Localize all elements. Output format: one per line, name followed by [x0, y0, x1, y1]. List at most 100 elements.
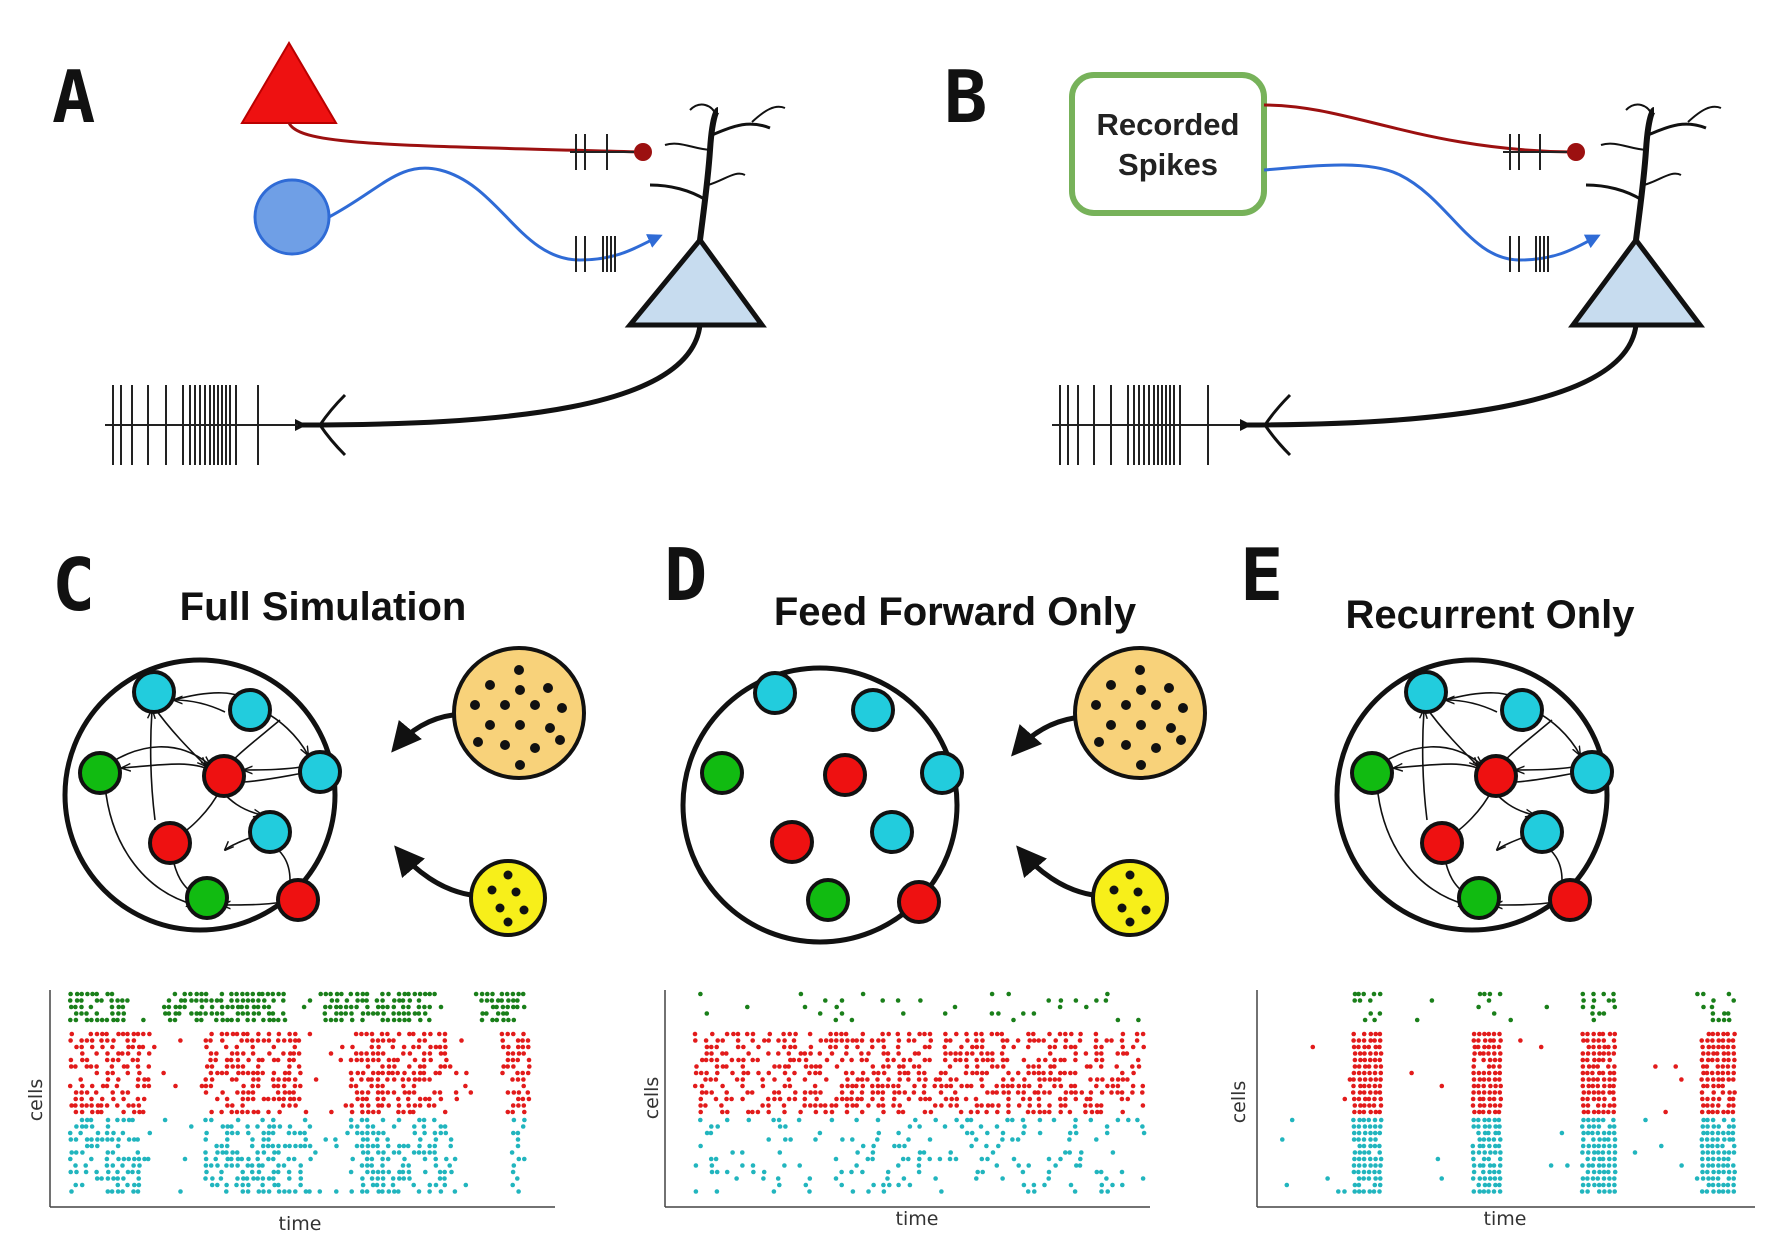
raster-dot: [292, 1083, 298, 1089]
raster-dot: [375, 1011, 381, 1016]
raster-dot: [78, 1130, 83, 1136]
raster-dot: [989, 1011, 995, 1016]
raster-dot: [839, 1031, 844, 1037]
raster-dot: [1591, 1109, 1597, 1115]
raster-dot: [1358, 1103, 1363, 1108]
raster-dot: [1006, 1103, 1011, 1108]
raster-dot: [1606, 1130, 1612, 1136]
raster-dot: [365, 1163, 370, 1168]
raster-dot: [724, 1096, 729, 1102]
raster-dot: [1366, 1150, 1372, 1155]
raster-dot: [280, 1103, 286, 1108]
raster-dot: [375, 1169, 381, 1175]
raster-dot: [350, 1156, 356, 1162]
raster-dot: [1612, 1031, 1618, 1037]
raster-dot: [271, 1169, 277, 1175]
raster-dot: [871, 1070, 877, 1076]
raster-dot: [266, 1031, 272, 1037]
raster-dot: [975, 1064, 980, 1069]
raster-dot: [447, 1163, 453, 1168]
raster-dot: [1548, 1163, 1554, 1168]
raster-dot: [417, 1117, 422, 1123]
raster-dot: [225, 1017, 230, 1023]
raster-dot: [437, 1169, 443, 1175]
raster-dot: [750, 1109, 755, 1115]
raster-dot: [396, 1011, 402, 1016]
raster-dot: [418, 1017, 423, 1023]
raster-dot: [1706, 1182, 1712, 1188]
raster-dot: [1356, 1182, 1362, 1188]
raster-dot: [750, 1163, 756, 1168]
raster-dot: [369, 1031, 375, 1037]
raster-dot: [964, 1064, 970, 1069]
raster-dot: [938, 1070, 944, 1076]
raster-dot: [1492, 1077, 1498, 1082]
raster-dot: [958, 1109, 964, 1115]
raster-dot: [511, 1130, 516, 1136]
raster-dot: [1373, 1044, 1378, 1050]
raster-dot: [699, 1090, 705, 1095]
raster-dot: [1048, 1064, 1053, 1069]
raster-dot: [360, 1109, 365, 1115]
raster-dot: [1481, 1189, 1487, 1194]
postsynaptic-soma-b: [1568, 235, 1706, 328]
raster-dot: [225, 1124, 230, 1129]
raster-dot: [1021, 1090, 1026, 1095]
raster-dot: [954, 1103, 959, 1108]
raster-dot: [854, 1103, 859, 1108]
raster-dot: [1705, 1130, 1710, 1136]
raster-dot: [1062, 1057, 1067, 1063]
raster-dot: [209, 1031, 214, 1037]
raster-dot: [1058, 998, 1064, 1003]
raster-dot: [214, 1051, 219, 1056]
raster-dot: [271, 1017, 277, 1023]
raster-dot: [380, 1004, 386, 1010]
recorded-spikes-box: [1069, 72, 1267, 216]
raster-dot: [219, 1011, 225, 1016]
raster-dot: [1366, 1117, 1372, 1123]
raster-dot: [401, 1109, 406, 1115]
raster-dot: [1496, 1109, 1502, 1115]
raster-dot: [265, 1096, 271, 1102]
raster-dot: [906, 1038, 912, 1043]
raster-dot: [953, 1156, 959, 1162]
raster-dot: [147, 1130, 153, 1136]
raster-dot: [249, 1038, 255, 1043]
raster-dot: [69, 1150, 74, 1155]
raster-dot: [905, 1070, 911, 1076]
raster-dot: [1704, 1070, 1710, 1076]
raster-dot: [875, 1077, 880, 1082]
raster-dot: [401, 1051, 406, 1056]
raster-dot: [1727, 1096, 1732, 1102]
raster-dot: [125, 1070, 131, 1076]
raster-dot: [241, 1051, 246, 1056]
raster-dot: [1072, 1083, 1078, 1089]
raster-dot: [783, 1124, 788, 1129]
raster-dot: [897, 1064, 902, 1069]
raster-dot: [104, 1163, 110, 1168]
raster-dot: [1471, 1189, 1477, 1194]
raster-dot: [84, 1064, 90, 1069]
raster-dot: [1481, 1169, 1486, 1175]
raster-dot: [229, 1124, 234, 1129]
raster-dot: [1366, 1176, 1372, 1181]
raster-dot: [74, 1169, 79, 1175]
raster-dot: [256, 1011, 262, 1016]
raster-dot: [813, 1064, 819, 1069]
red-spike-train-b: [1503, 134, 1567, 170]
raster-dot: [1015, 1137, 1021, 1142]
raster-dot: [245, 1011, 250, 1016]
raster-dot: [255, 1176, 260, 1181]
raster-dot: [411, 1031, 416, 1037]
raster-dot: [240, 1096, 246, 1102]
raster-dot: [1706, 1176, 1711, 1181]
raster-dot: [1716, 1163, 1721, 1168]
raster-dot: [1109, 1077, 1115, 1082]
raster-dot: [114, 1083, 120, 1089]
raster-dot: [1124, 1051, 1130, 1056]
raster-dot: [922, 1031, 927, 1037]
raster-dot: [1063, 1150, 1068, 1155]
raster-dot: [714, 1044, 719, 1050]
raster-dot: [411, 1109, 416, 1115]
raster-dot: [1047, 1044, 1053, 1050]
